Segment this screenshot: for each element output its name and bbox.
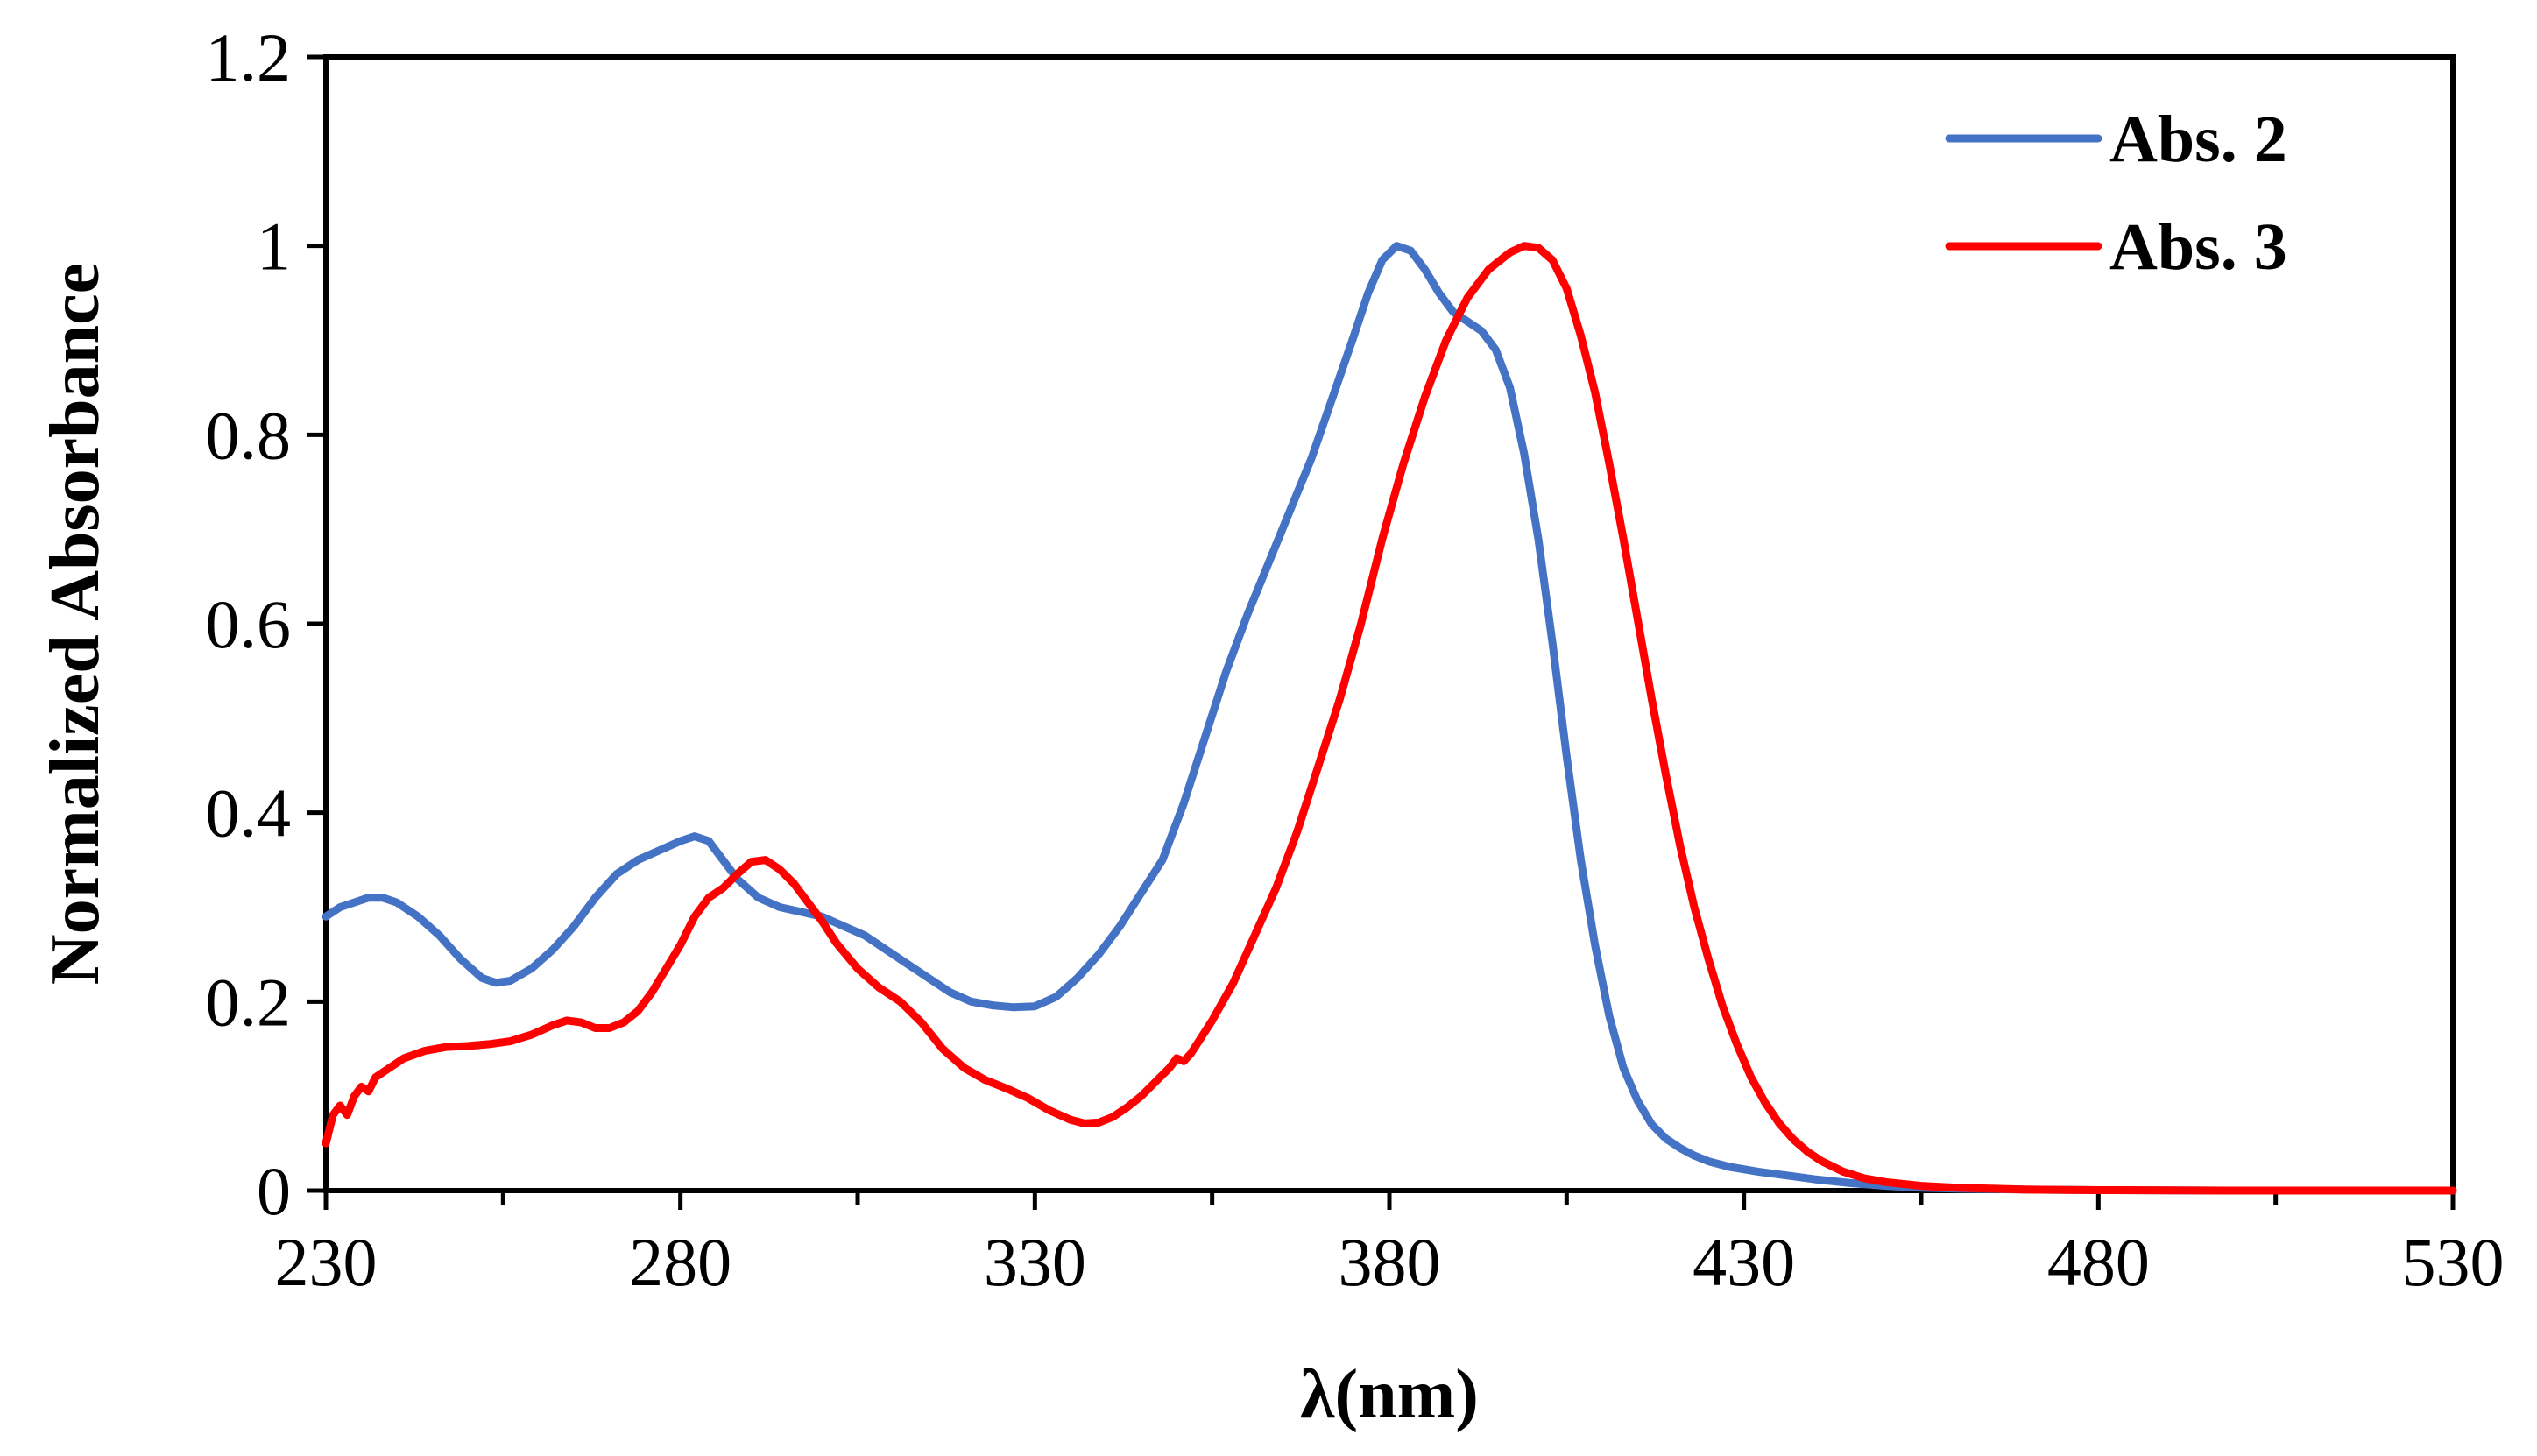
y-tick-label-1.2: 1.2 (206, 19, 292, 95)
x-tick-label-430: 430 (1693, 1224, 1795, 1300)
y-tick-label-0.8: 0.8 (206, 397, 292, 473)
x-axis-ticks: 230 280 330 380 430 480 530 (275, 1191, 2505, 1300)
x-axis-title: λ(nm) (1300, 1356, 1479, 1433)
y-axis-ticks: 0 0.2 0.4 0.6 0.8 1 1.2 (206, 19, 326, 1229)
x-tick-label-330: 330 (984, 1224, 1086, 1300)
y-tick-label-0.2: 0.2 (206, 964, 292, 1040)
legend-label-2: Abs. 3 (2109, 210, 2287, 284)
x-tick-label-480: 480 (2047, 1224, 2150, 1300)
x-tick-label-380: 380 (1339, 1224, 1441, 1300)
series-line-2 (322, 242, 2457, 1195)
legend-label-1: Abs. 2 (2109, 102, 2287, 176)
y-tick-label-1: 1 (257, 209, 291, 285)
y-tick-label-0: 0 (257, 1153, 291, 1229)
x-tick-label-280: 280 (629, 1224, 731, 1300)
series-layer (322, 242, 2457, 1195)
x-tick-label-230: 230 (275, 1224, 378, 1300)
legend: Abs. 2 Abs. 3 (1945, 102, 2287, 284)
y-axis-title: Normalized Absorbance (37, 263, 114, 985)
series-line-1 (322, 242, 2457, 1195)
y-tick-label-0.4: 0.4 (206, 775, 292, 852)
y-tick-label-0.6: 0.6 (206, 586, 292, 662)
x-tick-label-530: 530 (2402, 1224, 2505, 1300)
